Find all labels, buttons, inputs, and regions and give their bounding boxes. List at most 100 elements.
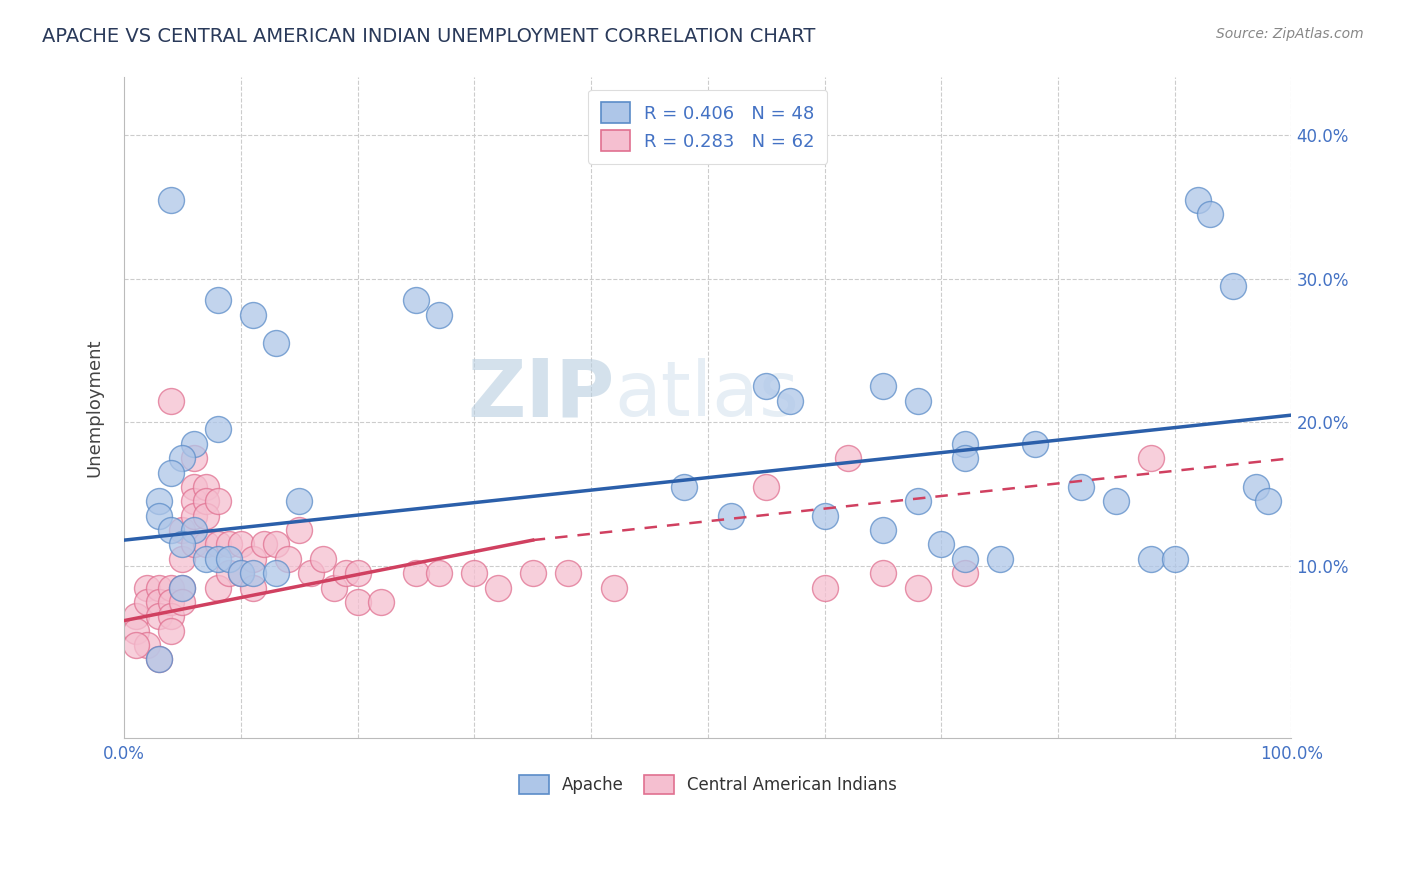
Point: [242, 581, 264, 595]
Point: [183, 523, 205, 537]
Point: [172, 523, 194, 537]
Point: [929, 537, 952, 551]
Point: [194, 551, 217, 566]
Point: [299, 566, 322, 581]
Y-axis label: Unemployment: Unemployment: [86, 339, 103, 477]
Point: [159, 193, 181, 207]
Point: [148, 595, 170, 609]
Point: [183, 494, 205, 508]
Point: [159, 523, 181, 537]
Point: [720, 508, 742, 523]
Point: [136, 595, 159, 609]
Point: [755, 379, 778, 393]
Text: atlas: atlas: [614, 358, 799, 432]
Point: [253, 537, 276, 551]
Point: [172, 581, 194, 595]
Point: [194, 508, 217, 523]
Point: [323, 581, 346, 595]
Point: [907, 581, 929, 595]
Point: [159, 609, 181, 624]
Point: [172, 581, 194, 595]
Point: [159, 624, 181, 638]
Point: [159, 595, 181, 609]
Point: [405, 293, 427, 308]
Point: [953, 437, 976, 451]
Point: [148, 581, 170, 595]
Point: [1257, 494, 1279, 508]
Point: [1222, 278, 1244, 293]
Point: [125, 609, 148, 624]
Point: [872, 379, 894, 393]
Point: [288, 523, 311, 537]
Point: [427, 566, 450, 581]
Point: [813, 508, 835, 523]
Point: [346, 566, 368, 581]
Text: Source: ZipAtlas.com: Source: ZipAtlas.com: [1216, 27, 1364, 41]
Point: [837, 451, 859, 466]
Point: [755, 480, 778, 494]
Point: [1198, 207, 1220, 221]
Point: [183, 480, 205, 494]
Point: [872, 566, 894, 581]
Point: [311, 551, 333, 566]
Point: [288, 494, 311, 508]
Point: [207, 293, 229, 308]
Text: APACHE VS CENTRAL AMERICAN INDIAN UNEMPLOYMENT CORRELATION CHART: APACHE VS CENTRAL AMERICAN INDIAN UNEMPL…: [42, 27, 815, 45]
Point: [148, 494, 170, 508]
Point: [1070, 480, 1092, 494]
Point: [242, 308, 264, 322]
Point: [218, 551, 240, 566]
Point: [953, 551, 976, 566]
Point: [172, 595, 194, 609]
Point: [159, 393, 181, 408]
Point: [1140, 551, 1163, 566]
Point: [486, 581, 509, 595]
Point: [183, 437, 205, 451]
Point: [813, 581, 835, 595]
Point: [207, 537, 229, 551]
Point: [218, 537, 240, 551]
Point: [148, 652, 170, 666]
Point: [125, 638, 148, 652]
Point: [229, 537, 252, 551]
Point: [148, 609, 170, 624]
Point: [264, 566, 287, 581]
Point: [522, 566, 544, 581]
Point: [1140, 451, 1163, 466]
Point: [172, 551, 194, 566]
Point: [229, 566, 252, 581]
Point: [988, 551, 1011, 566]
Point: [1105, 494, 1128, 508]
Point: [207, 494, 229, 508]
Point: [346, 595, 368, 609]
Point: [183, 451, 205, 466]
Point: [335, 566, 357, 581]
Point: [148, 508, 170, 523]
Point: [207, 581, 229, 595]
Point: [907, 393, 929, 408]
Point: [1246, 480, 1268, 494]
Point: [183, 537, 205, 551]
Point: [194, 537, 217, 551]
Point: [218, 566, 240, 581]
Point: [603, 581, 626, 595]
Point: [427, 308, 450, 322]
Point: [463, 566, 485, 581]
Point: [207, 551, 229, 566]
Point: [242, 551, 264, 566]
Point: [136, 581, 159, 595]
Point: [242, 566, 264, 581]
Point: [1164, 551, 1187, 566]
Point: [159, 581, 181, 595]
Point: [953, 566, 976, 581]
Point: [907, 494, 929, 508]
Point: [1187, 193, 1209, 207]
Point: [872, 523, 894, 537]
Point: [277, 551, 299, 566]
Point: [136, 638, 159, 652]
Point: [148, 652, 170, 666]
Point: [557, 566, 579, 581]
Point: [229, 566, 252, 581]
Point: [779, 393, 801, 408]
Point: [370, 595, 392, 609]
